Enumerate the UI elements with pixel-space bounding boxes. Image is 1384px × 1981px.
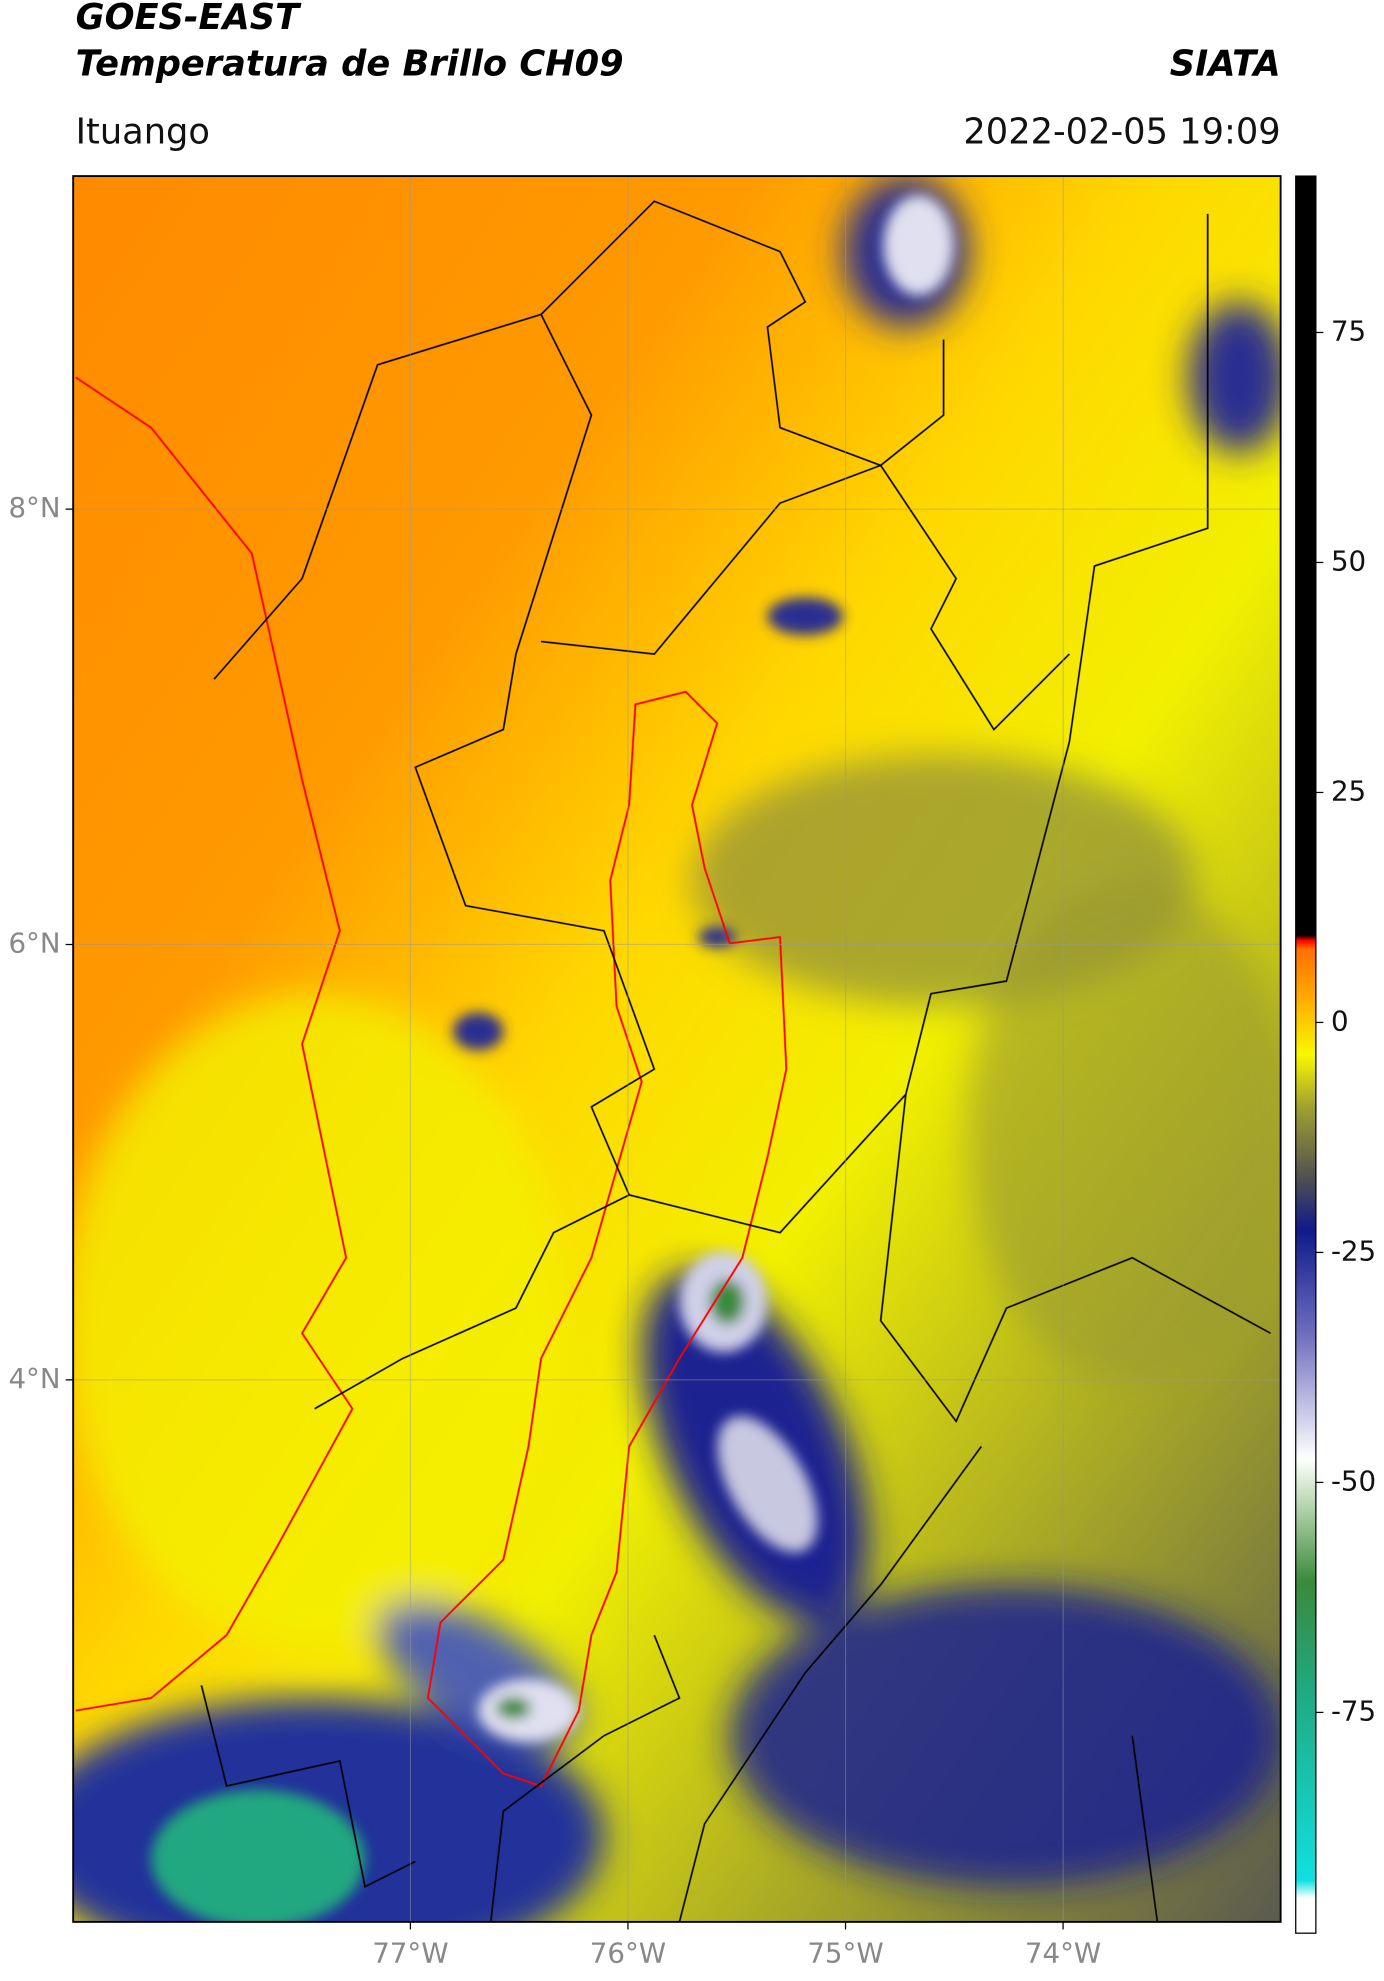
colorbar-ticks: 75 50 25 0 -25 -50 -75 [1315,314,1376,1727]
colorbar-tick-label: 75 [1331,314,1366,347]
colorbar [1295,175,1317,1934]
colorbar-tick-label: 50 [1331,544,1366,577]
colorbar-tick-label: -25 [1331,1234,1376,1267]
map-frame [72,175,1282,1923]
title: Temperatura de Brillo CH09 [76,43,624,84]
y-tick-label: 6°N [8,927,60,960]
x-tick-label: 77°W [372,1937,448,1970]
x-tick-label: 74°W [1025,1937,1101,1970]
x-tick-label: 75°W [807,1937,883,1970]
region: Ituango [76,111,210,152]
title: GOES-EAST [76,0,302,38]
org: SIATA [1170,43,1281,84]
graticule: 77°W 76°W 75°W 74°W 8°N 6°N 4°N [8,176,1281,1970]
y-tick-label: 8°N [8,491,60,524]
colorbar-tick-label: 0 [1331,1004,1349,1037]
map-image [73,176,1281,1922]
colorbar-tick-label: 25 [1331,774,1366,807]
datetime: 2022-02-05 19:09 [963,111,1280,152]
x-tick-label: 76°W [590,1937,666,1970]
colorbar-tick-label: -50 [1331,1464,1376,1497]
colorbar-tick-label: -75 [1331,1694,1376,1727]
y-tick-label: 4°N [8,1362,60,1395]
